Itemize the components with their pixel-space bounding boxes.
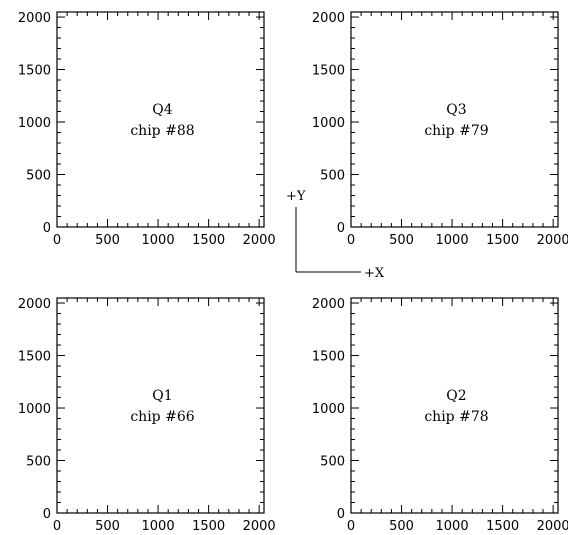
orientation-indicator: +Y +X (286, 189, 385, 281)
y-tick-label: 500 (320, 169, 345, 184)
y-tick-label: 1000 (312, 116, 345, 131)
panel-q4: 0 500 1000 1500 2000 0 500 1000 1500 2000 Q4 chip… (18, 11, 276, 248)
x-tick-label: 1500 (486, 519, 519, 534)
x-tick-label: 0 (53, 233, 61, 248)
panel-ticks: 0 500 1000 1500 2000 0 500 1000 1500 2000 (18, 297, 276, 534)
panel-frame (350, 297, 559, 514)
y-direction-label: +Y (286, 189, 306, 204)
y-tick-label: 1000 (18, 402, 51, 417)
y-tick-label: 2000 (312, 297, 345, 312)
quadrant-label: Q3 (446, 102, 466, 118)
y-tick-label: 0 (43, 221, 51, 236)
y-tick-label: 1500 (312, 350, 345, 365)
y-tick-label: 1000 (18, 116, 51, 131)
x-tick-label: 500 (95, 519, 120, 534)
y-tick-label: 1000 (312, 402, 345, 417)
x-tick-label: 500 (389, 519, 414, 534)
panel-q2: 0 500 1000 1500 2000 0 500 1000 1500 2000 Q2 chip… (312, 297, 568, 534)
x-tick-label: 0 (347, 233, 355, 248)
y-tick-label: 2000 (312, 11, 345, 26)
chip-label: chip #79 (424, 123, 488, 139)
chip-label: chip #88 (130, 123, 194, 139)
x-direction-label: +X (364, 266, 385, 281)
quadrant-label: Q2 (446, 388, 466, 404)
chip-label: chip #78 (424, 409, 488, 425)
y-tick-label: 1500 (18, 350, 51, 365)
y-tick-label: 500 (26, 169, 51, 184)
panel-ticks: 0 500 1000 1500 2000 0 500 1000 1500 2000 (312, 11, 568, 248)
quadrant-label: Q4 (152, 102, 172, 118)
panel-q1: 0 500 1000 1500 2000 0 500 1000 1500 2000 Q1 chip… (18, 297, 276, 534)
panel-q3: 0 500 1000 1500 2000 0 500 1000 1500 2000 Q3 chip… (312, 11, 568, 248)
quadrant-label: Q1 (152, 388, 172, 404)
x-tick-label: 2000 (243, 233, 276, 248)
x-tick-label: 0 (347, 519, 355, 534)
x-tick-label: 0 (53, 519, 61, 534)
x-tick-label: 1500 (192, 519, 225, 534)
y-tick-label: 0 (43, 507, 51, 522)
y-tick-label: 2000 (18, 297, 51, 312)
y-tick-label: 2000 (18, 11, 51, 26)
y-tick-label: 500 (26, 455, 51, 470)
chip-label: chip #66 (130, 409, 194, 425)
x-tick-label: 1000 (142, 519, 175, 534)
x-tick-label: 1500 (486, 233, 519, 248)
panel-ticks: 0 500 1000 1500 2000 0 500 1000 1500 2000 (312, 297, 568, 534)
x-tick-label: 2000 (537, 519, 568, 534)
x-tick-label: 500 (389, 233, 414, 248)
x-tick-label: 2000 (243, 519, 276, 534)
x-tick-label: 1000 (436, 519, 469, 534)
x-tick-label: 500 (95, 233, 120, 248)
panel-frame (56, 11, 265, 228)
x-tick-label: 1500 (192, 233, 225, 248)
x-tick-label: 2000 (537, 233, 568, 248)
x-tick-label: 1000 (142, 233, 175, 248)
y-tick-label: 0 (337, 507, 345, 522)
y-tick-label: 0 (337, 221, 345, 236)
x-tick-label: 1000 (436, 233, 469, 248)
panel-ticks: 0 500 1000 1500 2000 0 500 1000 1500 2000 (18, 11, 276, 248)
panel-frame (350, 11, 559, 228)
panel-frame (56, 297, 265, 514)
y-tick-label: 1500 (18, 64, 51, 79)
y-tick-label: 1500 (312, 64, 345, 79)
y-tick-label: 500 (320, 455, 345, 470)
